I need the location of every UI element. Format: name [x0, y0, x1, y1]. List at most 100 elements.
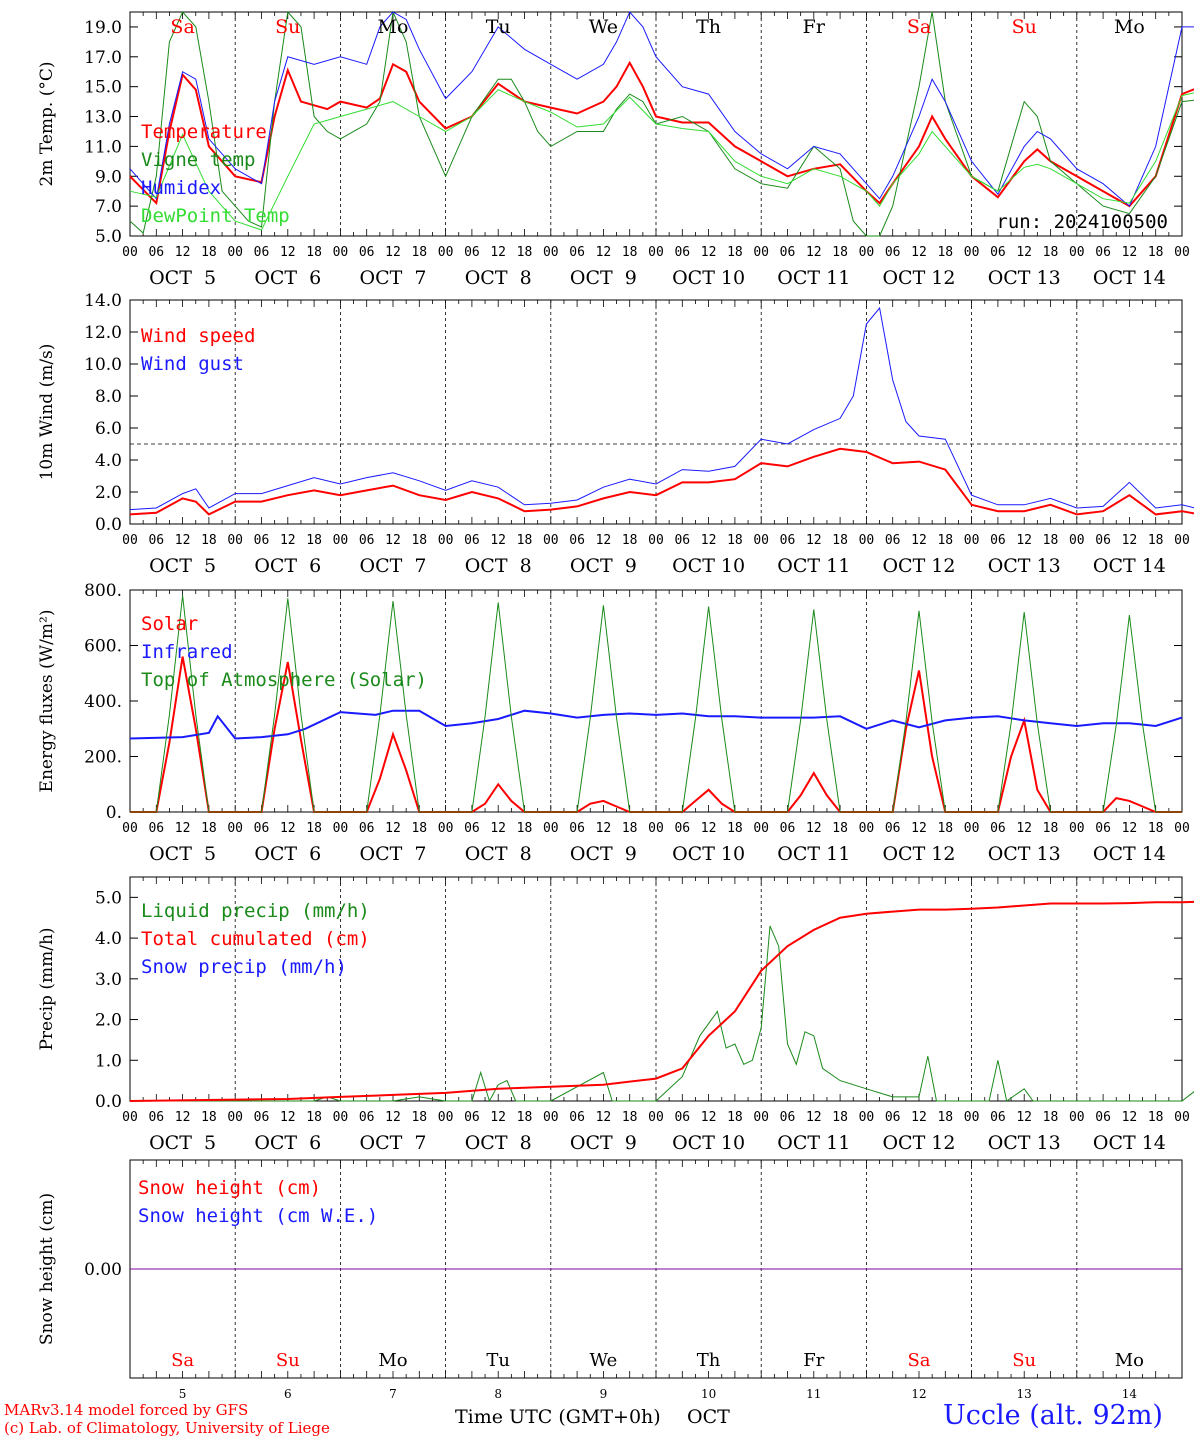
day-number-label: 6	[284, 1387, 292, 1401]
legend-dewpoint-temp: DewPoint Temp	[141, 205, 290, 227]
day-number-label: 7	[389, 1387, 397, 1401]
hour-tick-label: 00	[648, 245, 664, 260]
hour-tick-label: 00	[333, 245, 349, 260]
day-of-week-label: Sa	[907, 16, 931, 38]
y-tick-label: 1.0	[95, 1051, 122, 1071]
date-label: OCT 11	[777, 267, 850, 289]
hour-tick-label: 12	[280, 245, 296, 260]
hour-tick-label: 12	[490, 1110, 506, 1125]
hour-tick-label: 06	[464, 1110, 480, 1125]
y-tick-label: 19.0	[84, 18, 122, 38]
hour-tick-label: 00	[438, 821, 454, 836]
date-label: OCT 5	[149, 1132, 216, 1154]
day-of-week-label: Sa	[907, 1350, 930, 1371]
hour-tick-label: 00	[1069, 533, 1085, 548]
day-of-week-label: Th	[697, 1350, 721, 1371]
hour-tick-label: 18	[411, 821, 427, 836]
y-tick-label: 13.0	[84, 108, 122, 128]
date-label: OCT 14	[1093, 555, 1166, 577]
hour-tick-label: 00	[333, 1110, 349, 1125]
hour-tick-label: 12	[596, 1110, 612, 1125]
legend-wind-gust: Wind gust	[141, 353, 244, 375]
month-label: OCT	[687, 1406, 730, 1428]
y-tick-label: 9.0	[95, 167, 122, 187]
hour-tick-label: 12	[806, 821, 822, 836]
day-of-week-label: Th	[696, 16, 721, 38]
hour-tick-label: 12	[490, 533, 506, 548]
hour-tick-label: 06	[148, 533, 164, 548]
day-of-week-label: Sa	[171, 1350, 194, 1371]
date-label: OCT 9	[570, 555, 637, 577]
hour-tick-label: 06	[569, 245, 585, 260]
y-tick-label: 200.	[84, 748, 122, 768]
y-tick-label: 11.0	[84, 137, 122, 157]
legend-snow-height-cm-w-e: Snow height (cm W.E.)	[138, 1205, 378, 1227]
model-credit: MARv3.14 model forced by GFS	[4, 1401, 249, 1419]
hour-tick-label: 18	[622, 1110, 638, 1125]
series-line-vigne-temp	[129, 10, 1194, 237]
legend-liquid-precip-mm-h: Liquid precip (mm/h)	[141, 900, 370, 922]
hour-tick-label: 00	[227, 533, 243, 548]
hour-tick-label: 06	[674, 533, 690, 548]
hour-tick-label: 12	[596, 821, 612, 836]
date-label: OCT 6	[254, 843, 321, 865]
series-line-humidex	[129, 11, 1194, 207]
hour-tick-label: 06	[148, 821, 164, 836]
y-axis-title: Energy fluxes (W/m²)	[37, 610, 57, 793]
day-of-week-label: Tu	[486, 1350, 510, 1371]
hour-tick-label: 06	[569, 533, 585, 548]
date-label: OCT 5	[149, 267, 216, 289]
hour-tick-label: 06	[569, 821, 585, 836]
day-of-week-label: Sa	[170, 16, 194, 38]
date-label: OCT 12	[882, 843, 955, 865]
series-line-dewpoint-temp	[129, 89, 1194, 231]
day-number-label: 9	[600, 1387, 608, 1401]
hour-tick-label: 00	[227, 1110, 243, 1125]
date-label: OCT 8	[465, 1132, 532, 1154]
series-line-temperature	[129, 60, 1194, 208]
hour-tick-label: 00	[753, 533, 769, 548]
hour-tick-label: 00	[648, 533, 664, 548]
date-label: OCT 8	[465, 267, 532, 289]
legend-temperature: Temperature	[141, 121, 267, 143]
series-line-liquid-precip-mm-h	[130, 925, 1194, 1103]
hour-tick-label: 18	[201, 245, 217, 260]
y-tick-label: 7.0	[95, 197, 122, 217]
hour-tick-label: 18	[411, 245, 427, 260]
hour-tick-label: 06	[990, 1110, 1006, 1125]
date-label: OCT 6	[254, 1132, 321, 1154]
day-of-week-label: Mo	[1114, 16, 1145, 38]
hour-tick-label: 12	[1122, 821, 1138, 836]
hour-tick-label: 18	[1043, 1110, 1059, 1125]
hour-tick-label: 18	[517, 821, 533, 836]
day-of-week-label: Su	[275, 16, 300, 38]
date-label: OCT 7	[360, 1132, 427, 1154]
hour-tick-label: 12	[1016, 533, 1032, 548]
y-tick-label: 12.0	[84, 323, 122, 343]
day-number-label: 5	[179, 1387, 187, 1401]
y-axis-title: Precip (mm/h)	[37, 927, 57, 1050]
day-number-label: 8	[494, 1387, 502, 1401]
y-axis-title: 10m Wind (m/s)	[37, 344, 57, 481]
hour-tick-label: 18	[622, 245, 638, 260]
hour-tick-label: 18	[306, 821, 322, 836]
hour-tick-label: 18	[1148, 821, 1164, 836]
date-label: OCT 10	[672, 1132, 745, 1154]
hour-tick-label: 06	[464, 533, 480, 548]
hour-tick-label: 06	[885, 1110, 901, 1125]
hour-tick-label: 06	[674, 245, 690, 260]
hour-tick-label: 00	[1069, 1110, 1085, 1125]
y-tick-label: 8.0	[95, 387, 122, 407]
hour-tick-label: 00	[122, 1110, 138, 1125]
date-label: OCT 7	[360, 267, 427, 289]
hour-tick-label: 12	[911, 533, 927, 548]
date-label: OCT 9	[570, 843, 637, 865]
y-tick-label: 15.0	[84, 78, 122, 98]
hour-tick-label: 18	[1148, 245, 1164, 260]
hour-tick-label: 12	[806, 245, 822, 260]
hour-tick-label: 00	[1174, 1110, 1190, 1125]
day-of-week-label: Su	[1012, 16, 1037, 38]
hour-tick-label: 06	[359, 821, 375, 836]
hour-tick-label: 12	[1016, 1110, 1032, 1125]
legend-infrared: Infrared	[141, 641, 233, 663]
